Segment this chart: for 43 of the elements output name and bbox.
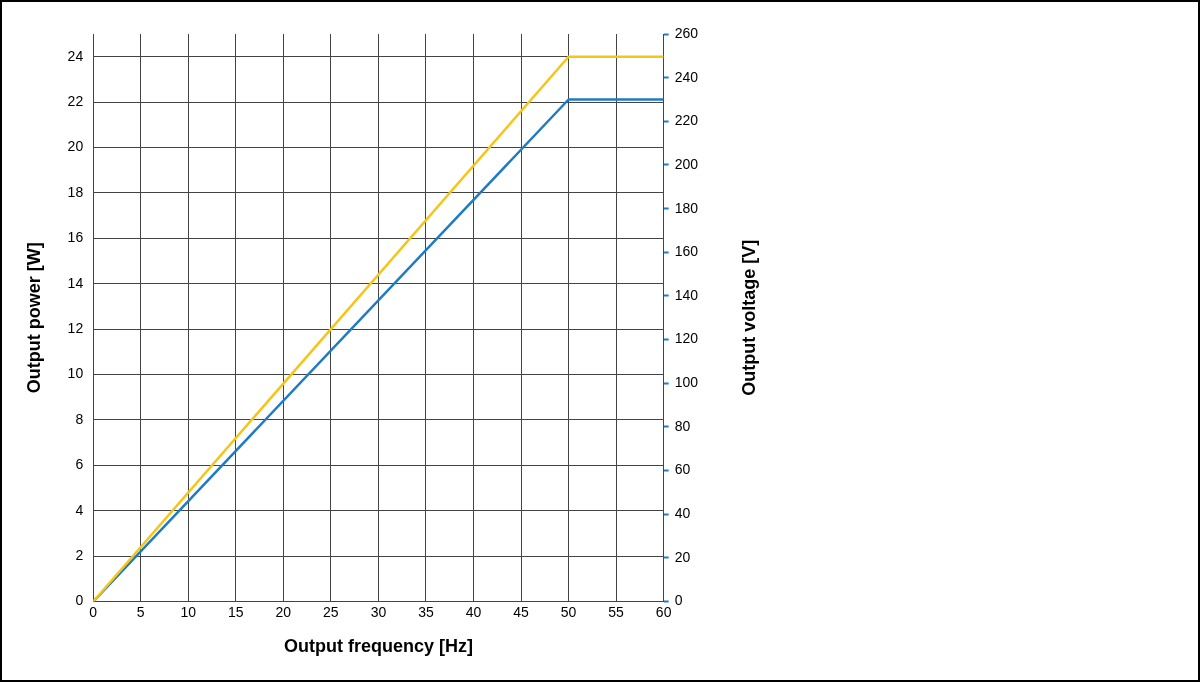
y-tick-label: 24 [67, 47, 84, 64]
y2-tick-label: 20 [674, 548, 691, 565]
x-tick-label: 10 [180, 603, 197, 620]
x-tick-label: 20 [275, 603, 292, 620]
y2-tick-label: 160 [674, 243, 699, 260]
y2-tick-label: 140 [674, 286, 699, 303]
x-tick-label: 35 [418, 603, 434, 620]
x-tick-label: 30 [370, 603, 387, 620]
x-tick-label: 0 [89, 603, 98, 620]
y2-tick-label: 260 [674, 24, 699, 41]
y-tick-label: 8 [75, 410, 84, 427]
x-tick-label: 60 [655, 603, 672, 620]
y2-tick-label: 180 [674, 199, 699, 216]
y-tick-label: 16 [67, 229, 84, 246]
y2-tick-label: 100 [674, 374, 699, 391]
y2-tick-label: 80 [674, 417, 691, 434]
x-tick-label: 40 [465, 603, 482, 620]
y-tick-label: 6 [75, 456, 84, 473]
y-tick-label: 18 [67, 183, 84, 200]
y2-tick-label: 40 [674, 505, 691, 522]
y2-tick-label: 60 [674, 461, 691, 478]
y2-tick-label: 0 [674, 592, 683, 609]
y-tick-label: 12 [67, 320, 84, 337]
y2-tick-label: 240 [674, 68, 699, 85]
x-tick-label: 15 [228, 603, 244, 620]
y-tick-label: 14 [67, 274, 84, 291]
y-tick-label: 4 [75, 501, 84, 518]
y2-tick-label: 220 [674, 112, 699, 129]
x-tick-label: 50 [560, 603, 577, 620]
x-axis-title: Output frequency [Hz] [283, 636, 473, 657]
y-tick-label: 2 [75, 547, 84, 564]
y2-axis-title: Output voltage [V] [738, 239, 759, 396]
x-tick-label: 55 [608, 603, 625, 620]
y-axis-title: Output power [W] [23, 242, 44, 394]
y-tick-label: 22 [67, 92, 84, 109]
y-tick-label: 0 [75, 592, 84, 609]
x-tick-label: 5 [136, 603, 145, 620]
y2-tick-label: 120 [674, 330, 699, 347]
x-tick-label: 45 [513, 603, 530, 620]
y-tick-label: 10 [67, 365, 84, 382]
x-tick-label: 25 [323, 603, 339, 620]
y-tick-label: 20 [67, 138, 84, 155]
y2-tick-label: 200 [674, 155, 699, 172]
